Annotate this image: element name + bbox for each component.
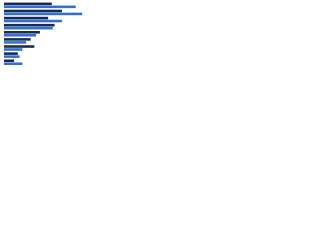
bar xyxy=(4,55,20,58)
bar xyxy=(4,12,83,16)
bar xyxy=(4,59,15,63)
bar xyxy=(4,2,52,6)
bar xyxy=(4,38,31,41)
bar xyxy=(4,19,62,23)
bar xyxy=(4,9,62,13)
bar xyxy=(4,23,55,27)
bar xyxy=(4,62,23,66)
bar xyxy=(4,34,37,37)
bar xyxy=(4,5,76,9)
page: (() => { const data = JSON.parse(documen… xyxy=(0,0,320,71)
bar xyxy=(4,48,23,51)
bar xyxy=(4,52,18,55)
chart xyxy=(4,2,83,66)
bar xyxy=(4,26,53,30)
bar xyxy=(4,41,27,44)
bar xyxy=(4,45,35,48)
bar xyxy=(4,31,40,34)
bar xyxy=(4,16,49,20)
